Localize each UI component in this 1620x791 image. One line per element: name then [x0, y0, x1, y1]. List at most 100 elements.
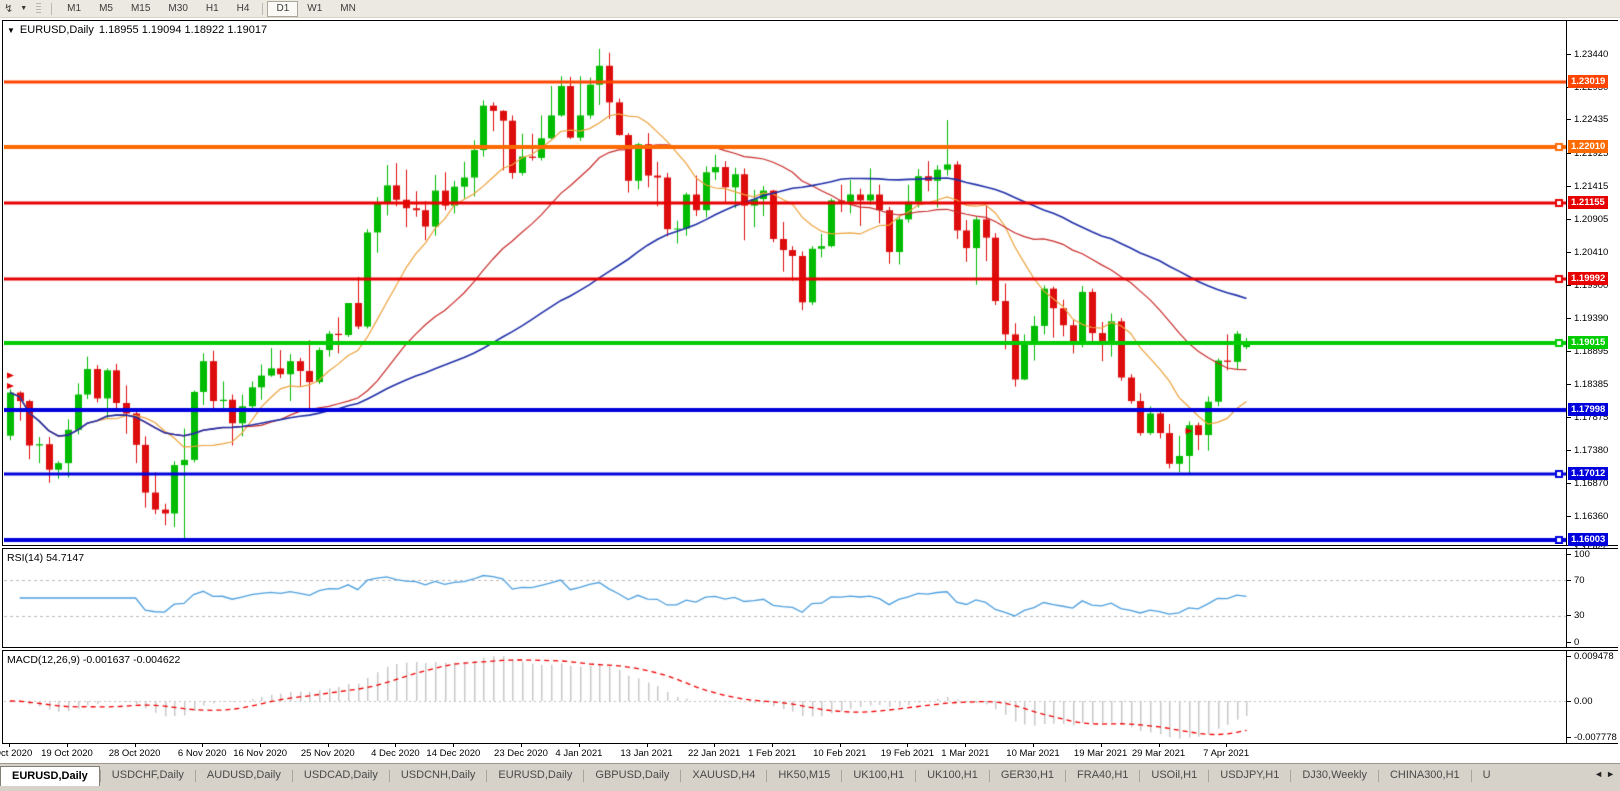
hline-price-label: 1.16003 [1568, 533, 1609, 547]
macd-axis[interactable]: 0.009478 0.00 -0.007778 [1566, 651, 1618, 743]
chart-tab-china300-h1[interactable]: CHINA300,H1 [1389, 769, 1460, 781]
tab-divider [1377, 770, 1379, 782]
chart-ohlc-values: 1.18955 1.19094 1.18922 1.19017 [98, 24, 268, 36]
macd-tick-label: 0.00 [1567, 695, 1593, 707]
chart-tab-ger30-h1[interactable]: GER30,H1 [1000, 769, 1055, 781]
date-tick-mark [395, 744, 397, 747]
chart-tab-dj30-weekly[interactable]: DJ30,Weekly [1302, 769, 1367, 781]
chart-tab-eurusd-daily[interactable]: EURUSD,Daily [0, 766, 100, 786]
tab-divider [680, 770, 682, 782]
chart-tab-u[interactable]: U [1482, 769, 1491, 781]
chevron-down-icon[interactable]: ▼ [20, 5, 28, 12]
tick-mark [1567, 350, 1571, 352]
macd-tick-label: 0.009478 [1567, 650, 1614, 662]
rsi-canvas[interactable] [4, 550, 1566, 646]
timeframe-button-d1[interactable]: D1 [267, 0, 299, 17]
date-tick-mark [839, 744, 841, 747]
price-tick-label: 1.17380 [1567, 444, 1608, 456]
tab-divider [486, 770, 488, 782]
timeframe-button-mn[interactable]: MN [340, 2, 356, 14]
tab-scroll-right-icon[interactable]: ► [1606, 769, 1615, 779]
date-tick-mark [9, 744, 10, 747]
tick-mark [1567, 318, 1571, 320]
date-label: 7 Apr 2021 [1203, 748, 1250, 759]
tick-mark [1567, 615, 1571, 617]
date-label: 9 Oct 2020 [0, 748, 33, 759]
timeframe-button-m1[interactable]: M1 [67, 2, 82, 14]
timeframe-button-h1[interactable]: H1 [205, 2, 219, 14]
date-label: 25 Nov 2020 [300, 748, 355, 759]
date-tick-mark [714, 744, 716, 747]
chart-tab-usoil-h1[interactable]: USOil,H1 [1151, 769, 1198, 781]
chart-dropdown-icon[interactable]: ▼ [7, 25, 15, 35]
date-label: 16 Nov 2020 [233, 748, 288, 759]
tab-divider [1065, 770, 1067, 782]
date-label: 1 Feb 2021 [748, 748, 797, 759]
chart-tab-hk50-m15[interactable]: HK50,M15 [778, 769, 831, 781]
tick-mark [1567, 284, 1571, 286]
price-tick-label: 1.20410 [1567, 246, 1608, 258]
date-tick-mark [772, 744, 774, 747]
date-tick-mark [1226, 744, 1228, 747]
price-tick-label: 1.21415 [1567, 180, 1608, 192]
chart-tab-uk100-h1[interactable]: UK100,H1 [927, 769, 978, 781]
date-label: 14 Dec 2020 [426, 748, 481, 759]
macd-canvas[interactable] [4, 652, 1566, 742]
rsi-tick-label: 0 [1567, 636, 1579, 648]
date-tick-mark [1100, 744, 1102, 747]
date-label: 4 Dec 2020 [371, 748, 420, 759]
chart-tab-bar: EURUSD,Daily USDCHF,Daily AUDUSD,Daily USDC… [0, 763, 1620, 791]
chart-tab-uk100-h1[interactable]: UK100,H1 [853, 769, 905, 781]
price-tick-label: 1.22435 [1567, 114, 1608, 126]
date-axis[interactable]: 9 Oct 2020 19 Oct 2020 28 Oct 2020 6 Nov 20… [0, 744, 1618, 762]
date-tick-mark [520, 744, 522, 747]
tab-divider [291, 770, 293, 782]
date-label: 19 Feb 2021 [880, 748, 935, 759]
date-tick-mark [578, 744, 580, 747]
hline-price-label: 1.17998 [1568, 402, 1609, 416]
date-tick-mark [327, 744, 329, 747]
chart-tab-usdchf-daily[interactable]: USDCHF,Daily [111, 769, 184, 781]
price-axis[interactable]: 1.234401.229301.224351.219251.214151.209… [1566, 21, 1618, 555]
date-label: 22 Jan 2021 [688, 748, 741, 759]
tick-mark [1567, 482, 1571, 484]
rsi-axis[interactable]: 100 70 30 0 [1566, 549, 1618, 648]
chart-tab-usdcnh-daily[interactable]: USDCNH,Daily [400, 769, 476, 781]
chart-tab-eurusd-daily[interactable]: EURUSD,Daily [498, 769, 573, 781]
chart-symbol-label: EURUSD,Daily [19, 24, 94, 36]
cursor-tool-icon[interactable]: ↯ [4, 2, 14, 15]
chart-tab-usdcad-daily[interactable]: USDCAD,Daily [303, 769, 378, 781]
timeframe-button-h4[interactable]: H4 [236, 2, 250, 14]
tab-divider [1208, 770, 1210, 782]
main-chart-canvas[interactable] [4, 22, 1566, 544]
timeframe-toolbar: ↯ ▼ M1 M5 M15 M30 H1 H4 D1 W1 MN [0, 0, 1620, 18]
chart-tab-fra40-h1[interactable]: FRA40,H1 [1077, 769, 1129, 781]
tab-divider [841, 770, 843, 782]
date-tick-mark [646, 744, 648, 747]
price-tick-label: 1.20905 [1567, 214, 1608, 226]
timeframe-button-w1[interactable]: W1 [307, 2, 323, 14]
timeframe-button-m15[interactable]: M15 [130, 2, 151, 14]
macd-label: MACD(12,26,9) -0.001637 -0.004622 [7, 654, 181, 666]
chart-tab-audusd-daily[interactable]: AUDUSD,Daily [206, 769, 281, 781]
tick-mark [1567, 553, 1571, 555]
timeframe-button-m30[interactable]: M30 [168, 2, 188, 14]
tick-mark [1567, 417, 1571, 419]
date-label: 10 Feb 2021 [813, 748, 867, 759]
price-tick-label: 1.16360 [1567, 511, 1608, 523]
tab-divider [988, 770, 990, 782]
date-tick-mark [1032, 744, 1034, 747]
toolbar-grip[interactable] [36, 2, 42, 15]
main-price-panel: ▼ EURUSD,Daily 1.18955 1.19094 1.18922 1… [2, 20, 1618, 555]
chart-tab-xauusd-h4[interactable]: XAUUSD,H4 [692, 769, 756, 781]
tab-divider [194, 770, 196, 782]
chart-tab-usdjpy-h1[interactable]: USDJPY,H1 [1220, 769, 1280, 781]
tick-mark [1567, 655, 1571, 657]
timeframe-button-m5[interactable]: M5 [99, 2, 113, 14]
date-label: 19 Oct 2020 [41, 748, 93, 759]
tab-scroll-buttons: ◄ ► [1594, 766, 1620, 779]
tab-divider [766, 770, 768, 782]
tab-scroll-left-icon[interactable]: ◄ [1594, 769, 1604, 779]
chart-tab-gbpusd-daily[interactable]: GBPUSD,Daily [595, 769, 670, 781]
chart-window: ▼ EURUSD,Daily 1.18955 1.19094 1.18922 1… [0, 20, 1618, 762]
